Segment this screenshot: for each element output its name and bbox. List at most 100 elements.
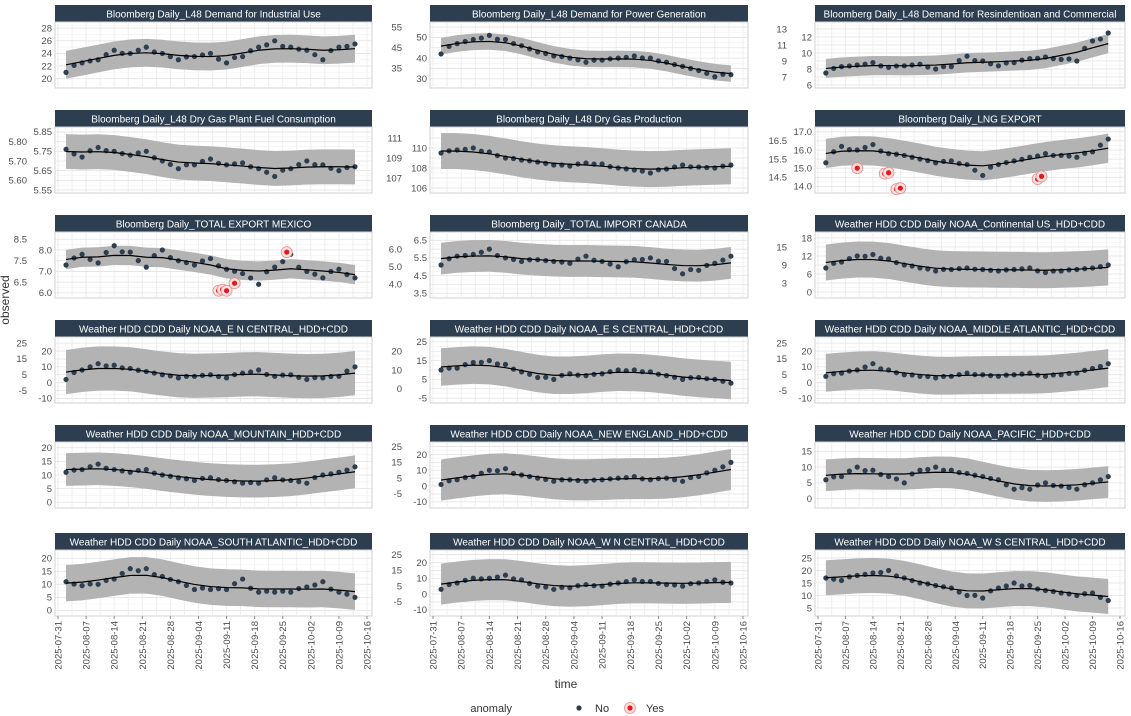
data-point <box>239 270 246 277</box>
data-point <box>272 264 278 270</box>
data-point <box>510 470 517 476</box>
y-tick-label: 5.60 <box>9 176 28 187</box>
x-tick-label: 2025-08-21 <box>138 621 149 670</box>
confidence-band <box>441 133 731 188</box>
data-point <box>438 586 444 592</box>
trend-line <box>825 367 1109 377</box>
data-point <box>680 162 686 168</box>
y-tick-label: 18 <box>801 233 812 244</box>
data-point <box>183 54 190 60</box>
data-point <box>494 468 501 474</box>
trend-line <box>65 574 356 593</box>
x-tick-label: 2025-10-02 <box>682 621 693 670</box>
data-point <box>940 467 947 473</box>
x-tick-label: 2025-10-16 <box>363 621 374 670</box>
y-tick-label: 6.5 <box>414 236 427 247</box>
y-tick-label: 10 <box>801 48 812 59</box>
data-point <box>103 363 109 369</box>
data-point <box>1019 485 1025 491</box>
trend-line <box>441 150 731 170</box>
y-tick-label: 12 <box>801 251 812 262</box>
y-tick-label: 10 <box>416 466 427 477</box>
data-point <box>248 275 254 281</box>
y-tick-label: 55 <box>391 22 402 33</box>
data-point <box>1042 480 1049 486</box>
y-tick-label: 15 <box>776 354 787 365</box>
data-point <box>143 44 149 50</box>
data-point <box>486 358 492 364</box>
y-tick-label: 40 <box>416 53 427 64</box>
y-tick-label: 20 <box>801 566 812 577</box>
data-point <box>728 72 734 78</box>
y-tick-label: 0 <box>47 378 52 389</box>
y-tick-label: 10 <box>391 365 402 376</box>
data-point <box>438 150 444 156</box>
data-point <box>551 258 557 265</box>
data-point <box>696 374 702 381</box>
data-point <box>478 359 484 365</box>
y-tick-label: 20 <box>41 443 52 454</box>
facet-strip <box>55 533 372 550</box>
data-point <box>599 57 605 63</box>
data-point <box>470 359 476 366</box>
data-point <box>280 43 286 49</box>
data-point <box>987 267 994 273</box>
y-tick-label: 24 <box>41 49 52 60</box>
data-point <box>256 44 262 50</box>
y-tick-label: 0 <box>47 498 52 509</box>
data-point <box>615 55 621 61</box>
data-point <box>79 154 85 160</box>
data-point <box>854 464 860 470</box>
y-tick-label: 9 <box>782 260 787 271</box>
data-point <box>95 461 101 467</box>
y-tick-label: 7.0 <box>39 267 52 278</box>
data-point <box>264 42 270 48</box>
data-point <box>280 167 286 173</box>
facet-title: Weather HDD CDD Daily NOAA_MOUNTAIN_HDD+… <box>86 430 342 441</box>
data-point <box>995 63 1002 69</box>
facet-strip <box>815 320 1125 337</box>
y-tick-label: 5.75 <box>34 147 53 158</box>
data-point <box>223 586 230 593</box>
y-tick-label: 5.0 <box>389 262 402 273</box>
data-point <box>980 595 986 601</box>
data-point <box>352 464 358 470</box>
y-tick-label: 15.0 <box>794 163 813 174</box>
data-point <box>655 258 662 264</box>
trend-line <box>825 574 1109 598</box>
facet-title: Weather HDD CDD Daily NOAA_SOUTH ATLANTI… <box>70 538 358 549</box>
facet-strip <box>815 533 1125 550</box>
data-point <box>862 468 868 474</box>
x-tick-label: 2025-08-07 <box>82 621 93 670</box>
data-point <box>183 162 190 168</box>
data-point <box>543 160 549 166</box>
facet-strip <box>430 320 748 337</box>
data-point <box>119 468 125 474</box>
data-point <box>207 255 214 262</box>
data-point <box>696 267 702 273</box>
data-point <box>964 370 970 376</box>
x-tick-label: 2025-08-28 <box>923 621 934 670</box>
data-point <box>838 577 845 584</box>
data-point <box>312 271 318 277</box>
y-tick-label: 25 <box>391 442 402 453</box>
data-point <box>583 253 589 259</box>
data-point <box>551 376 557 382</box>
data-point <box>438 481 444 488</box>
data-point <box>583 581 589 588</box>
data-point <box>470 36 476 43</box>
data-point <box>956 469 962 476</box>
data-point <box>143 148 149 154</box>
data-point <box>551 478 557 484</box>
y-tick-label: 5 <box>47 484 52 495</box>
confidence-band <box>825 558 1109 614</box>
data-point <box>272 38 278 44</box>
data-point <box>647 170 654 176</box>
data-point <box>231 479 238 485</box>
data-point <box>1027 582 1033 589</box>
data-point <box>87 581 93 587</box>
facet-panel: Bloomberg Daily_L48 Dry Gas Production 10… <box>386 110 749 194</box>
data-point <box>87 364 93 370</box>
confidence-band <box>441 346 731 400</box>
facet-strip <box>55 425 372 442</box>
